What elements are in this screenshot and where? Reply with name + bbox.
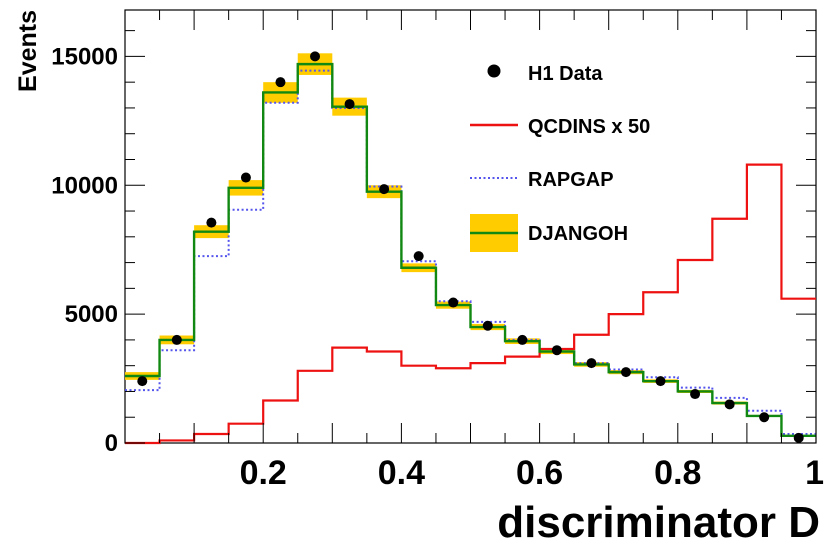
x-tick-label: 0.8	[654, 454, 701, 492]
h1-data-points	[137, 51, 804, 443]
y-axis-title: Events	[14, 10, 42, 92]
y-tick-label: 0	[105, 430, 118, 457]
y-tick-label: 10000	[51, 172, 118, 199]
x-tick-label: 0.4	[378, 454, 425, 492]
h1-data-point	[206, 217, 217, 228]
h1-data-point	[413, 251, 424, 262]
legend-rapgap-label: RAPGAP	[528, 169, 614, 191]
h1-data-point	[171, 334, 182, 345]
h1-data-point	[240, 172, 251, 183]
h1-data-point	[724, 399, 735, 410]
h1-data-point	[379, 184, 390, 195]
legend-qcdins-label: QCDINS x 50	[528, 116, 650, 138]
x-axis-title: discriminator D	[497, 498, 820, 546]
h1-data-point	[482, 320, 493, 331]
h1-data-point	[690, 389, 701, 400]
h1-data-point	[137, 376, 148, 387]
qcdins-line	[125, 163, 816, 445]
axis-tick-labels: 0.2 0.4 0.6 0.8 1 0 5000 10000 15000	[51, 43, 824, 492]
h1-data-point	[448, 297, 459, 308]
h1-data-point	[655, 376, 666, 387]
legend-h1-data-label: H1 Data	[528, 63, 603, 85]
legend-h1-data-marker	[487, 64, 501, 78]
h1-data-point	[310, 51, 321, 62]
x-tick-label: 1	[805, 454, 824, 492]
x-tick-label: 0.2	[240, 454, 287, 492]
h1-data-point	[759, 412, 770, 423]
h1-data-point	[586, 358, 597, 369]
h1-data-point	[275, 77, 286, 88]
y-tick-label: 5000	[65, 301, 118, 328]
y-tick-label: 15000	[51, 43, 118, 70]
h1-data-point	[551, 345, 562, 356]
h1-data-point	[517, 334, 528, 345]
legend-djangoh-label: DJANGOH	[528, 223, 628, 245]
h1-data-point	[344, 99, 355, 110]
legend: H1 Data QCDINS x 50 RAPGAP DJANGOH	[470, 63, 650, 252]
h1-data-point	[793, 432, 804, 443]
x-tick-label: 0.6	[516, 454, 563, 492]
h1-data-point	[620, 367, 631, 378]
axis-ticks	[124, 10, 817, 444]
